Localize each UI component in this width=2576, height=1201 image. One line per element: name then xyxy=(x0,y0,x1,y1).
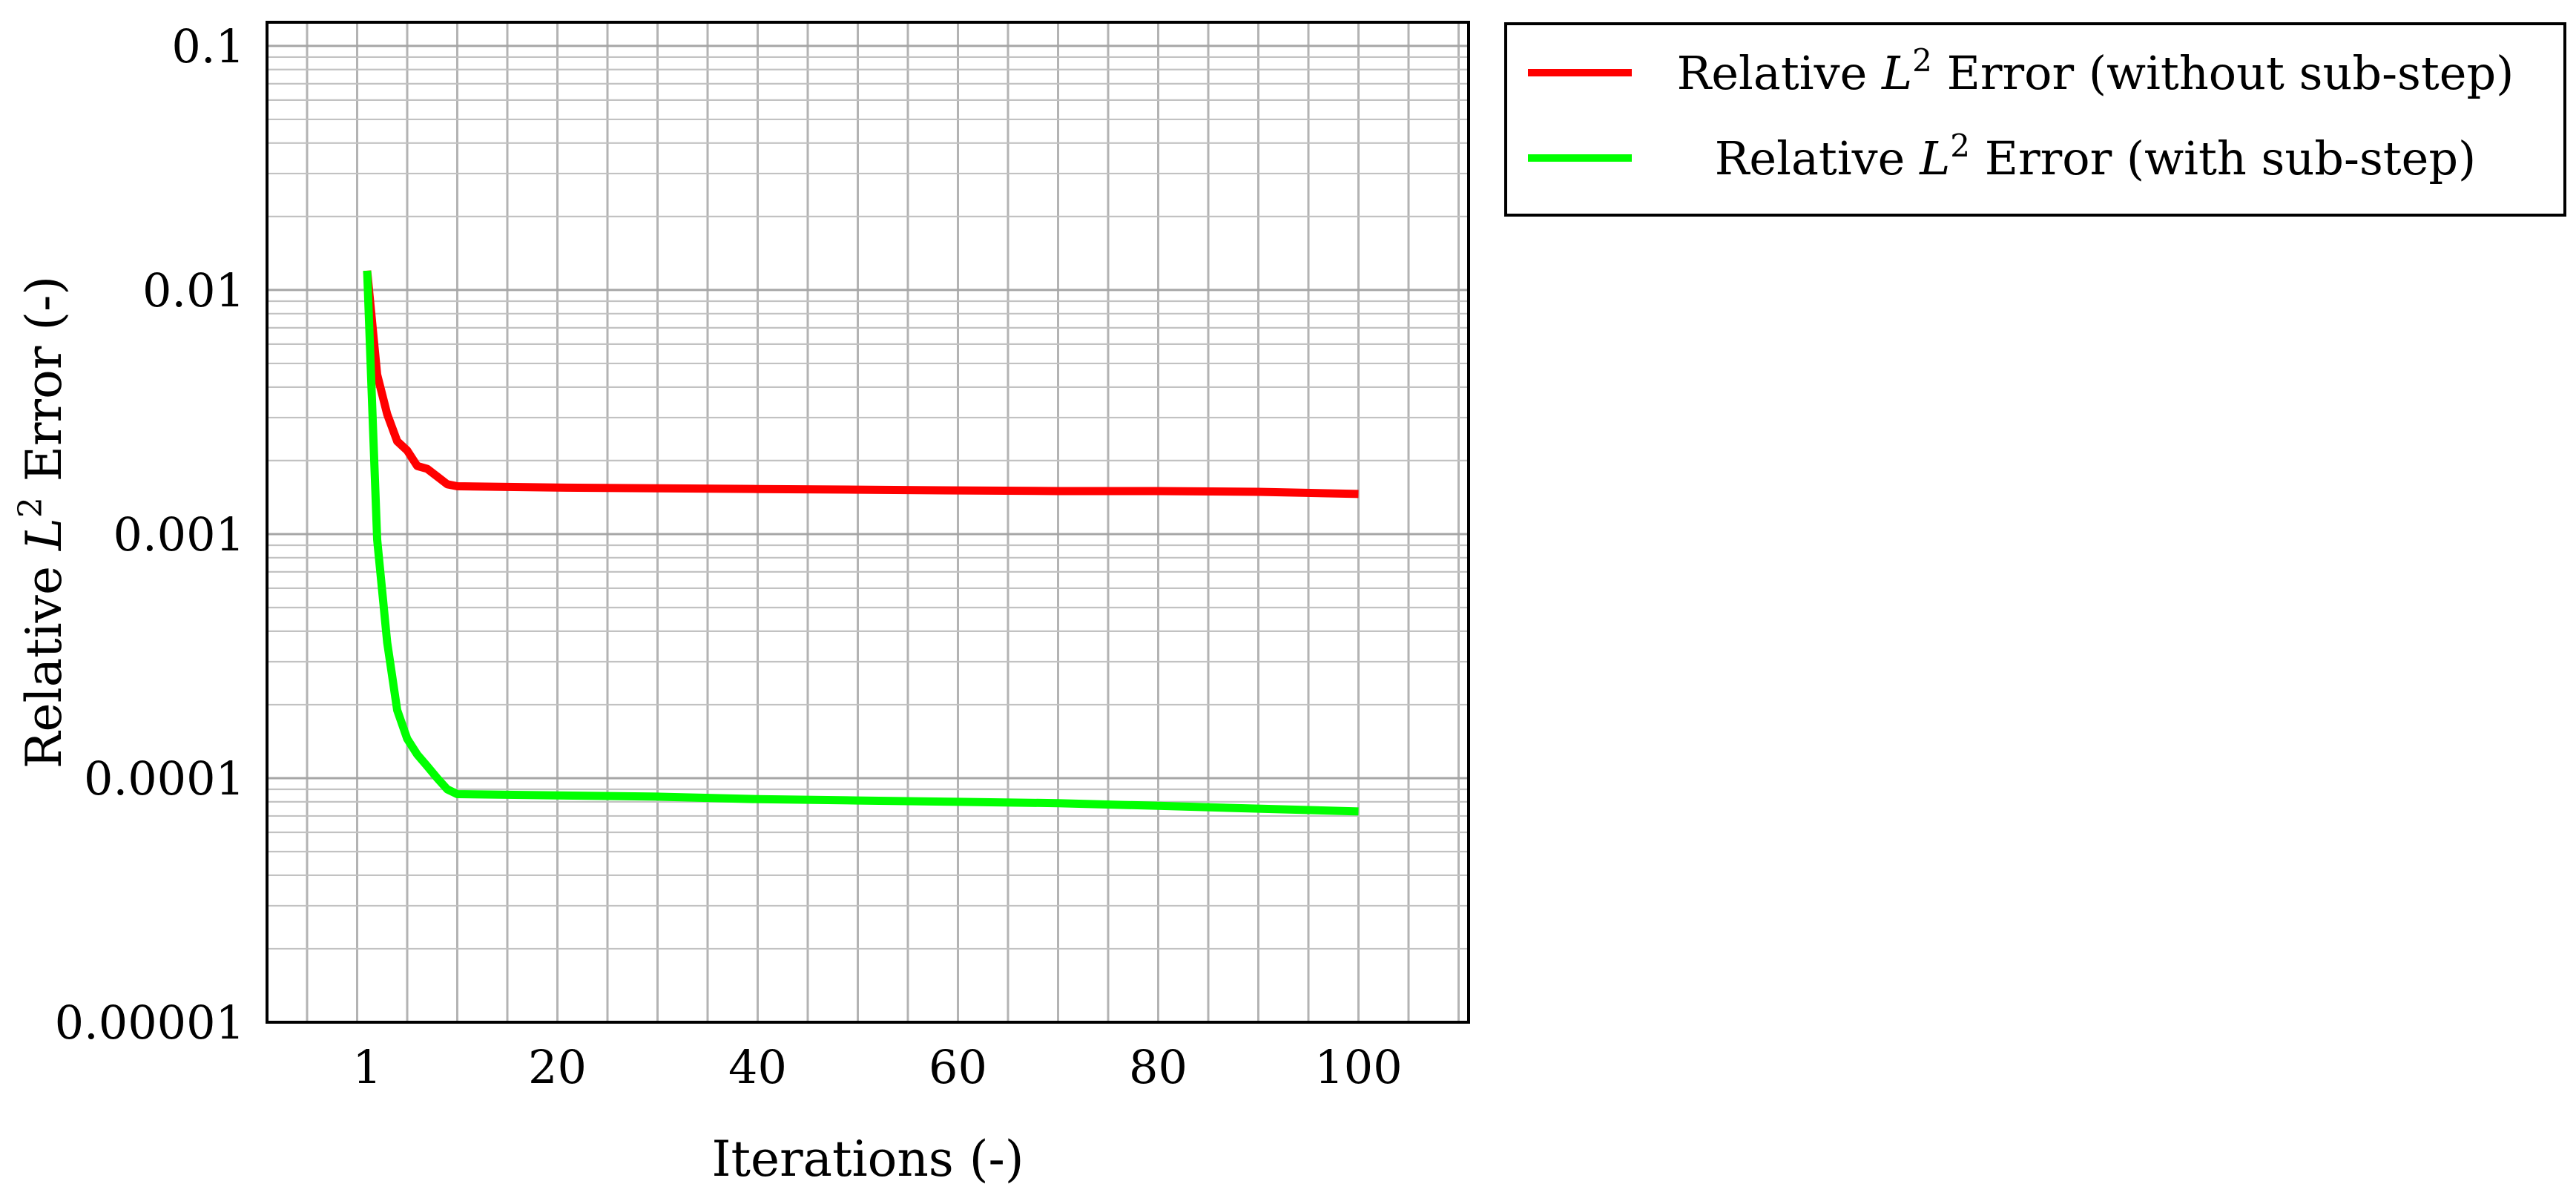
legend: Relative L2 Error (without sub-step) Rel… xyxy=(1504,22,2566,217)
y-tick-label: 0.00001 xyxy=(55,996,245,1050)
series-line-with-substep xyxy=(363,270,1359,816)
legend-0-var: L xyxy=(1881,46,1912,100)
y-tick-label: 0.001 xyxy=(113,507,246,562)
legend-box xyxy=(1504,22,2566,217)
grid xyxy=(267,22,1469,1022)
x-axis-label: Iterations (-) xyxy=(711,1131,1024,1188)
plot-frame xyxy=(266,21,1470,1024)
legend-1-suffix: Error (with sub-step) xyxy=(1970,131,2476,185)
y-axis-label-var: L xyxy=(16,518,73,551)
legend-0-prefix: Relative xyxy=(1677,46,1882,100)
legend-0-suffix: Error (without sub-step) xyxy=(1932,46,2514,100)
y-axis-label-sup: 2 xyxy=(12,497,50,518)
legend-1-prefix: Relative xyxy=(1715,131,1920,185)
y-tick-label: 0.0001 xyxy=(84,751,245,806)
y-axis-label-prefix: Relative xyxy=(16,550,73,769)
x-tick-label: 40 xyxy=(728,1040,787,1094)
y-axis-label-suffix: Error (-) xyxy=(16,276,73,497)
legend-0-sup: 2 xyxy=(1912,42,1932,79)
x-tick-label: 60 xyxy=(929,1040,987,1094)
legend-1-sup: 2 xyxy=(1950,128,1970,164)
x-tick-label: 1 xyxy=(352,1040,381,1094)
series-lines xyxy=(363,270,1359,816)
y-tick-label: 0.1 xyxy=(171,19,245,73)
x-tick-label: 80 xyxy=(1129,1040,1187,1094)
y-axis-label: Relative L2 Error (-) xyxy=(12,276,73,769)
y-tick-label: 0.01 xyxy=(142,263,245,317)
x-tick-labels: 1 20 40 60 80 100 xyxy=(352,1040,1402,1094)
legend-entry-without-substep: Relative L2 Error (without sub-step) xyxy=(1677,42,2514,100)
series-line-without-substep xyxy=(363,270,1359,499)
legend-entry-with-substep: Relative L2 Error (with sub-step) xyxy=(1715,128,2477,185)
y-tick-labels: 0.00001 0.0001 0.001 0.01 0.1 xyxy=(55,19,245,1050)
x-tick-label: 20 xyxy=(528,1040,587,1094)
x-tick-label: 100 xyxy=(1314,1040,1402,1094)
legend-1-var: L xyxy=(1919,131,1950,185)
